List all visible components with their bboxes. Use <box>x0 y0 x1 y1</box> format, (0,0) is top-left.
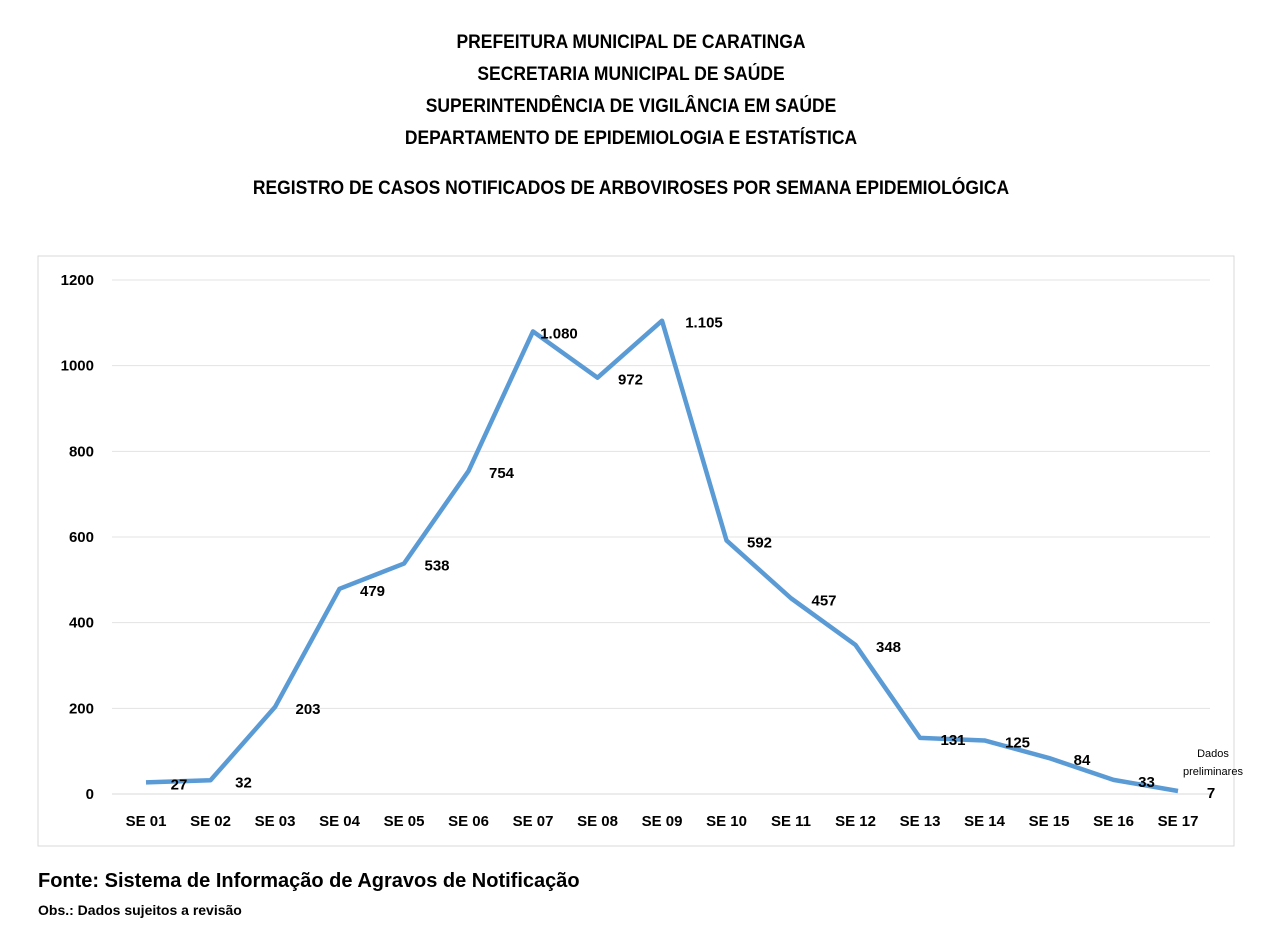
x-tick-label: SE 04 <box>319 813 361 830</box>
x-tick-label: SE 14 <box>964 813 1006 830</box>
data-label: 348 <box>876 639 901 656</box>
data-label: 1.105 <box>685 315 723 332</box>
x-tick-label: SE 03 <box>255 813 296 830</box>
x-tick-label: SE 08 <box>577 813 618 830</box>
header-line-4: DEPARTAMENTO DE EPIDEMIOLOGIA E ESTATÍST… <box>404 128 858 149</box>
data-label: 754 <box>489 465 515 482</box>
annotation-line-1: Dados <box>1197 748 1229 760</box>
header-line-3: SUPERINTENDÊNCIA DE VIGILÂNCIA EM SAÚDE <box>425 96 837 117</box>
data-label: 33 <box>1138 774 1155 791</box>
x-tick-label: SE 01 <box>126 813 167 830</box>
data-label: 84 <box>1074 752 1091 769</box>
x-tick-label: SE 11 <box>771 813 811 830</box>
x-tick-label: SE 16 <box>1093 813 1134 830</box>
x-tick-label: SE 05 <box>384 813 425 830</box>
x-tick-label: SE 15 <box>1029 813 1070 830</box>
y-tick-label: 600 <box>69 529 94 546</box>
data-label: 538 <box>424 558 449 575</box>
data-label: 457 <box>811 592 836 609</box>
y-tick-label: 200 <box>69 700 94 717</box>
data-label: 125 <box>1005 734 1030 751</box>
y-tick-label: 400 <box>69 615 94 632</box>
y-tick-label: 1200 <box>61 272 94 289</box>
y-tick-label: 0 <box>86 786 94 803</box>
y-tick-label: 800 <box>69 443 94 460</box>
y-tick-label: 1000 <box>61 358 94 375</box>
data-label: 203 <box>295 701 320 718</box>
data-label: 479 <box>360 583 385 600</box>
data-label: 131 <box>940 732 965 749</box>
data-label: 32 <box>235 774 252 791</box>
data-label: 1.080 <box>540 325 578 342</box>
x-tick-label: SE 13 <box>900 813 941 830</box>
series-line <box>145 318 1179 794</box>
x-tick-label: SE 09 <box>642 813 683 830</box>
data-label: 972 <box>618 372 643 389</box>
data-label: 27 <box>171 776 188 793</box>
annotation-line-2: preliminares <box>1183 766 1243 778</box>
x-tick-label: SE 12 <box>835 813 876 830</box>
header-line-1: PREFEITURA MUNICIPAL DE CARATINGA <box>456 32 806 53</box>
x-tick-label: SE 02 <box>190 813 231 830</box>
data-label: 592 <box>747 534 772 551</box>
footer-source: Fonte: Sistema de Informação de Agravos … <box>38 870 580 892</box>
chart-title: REGISTRO DE CASOS NOTIFICADOS DE ARBOVIR… <box>252 178 1010 199</box>
x-tick-label: SE 10 <box>706 813 747 830</box>
x-tick-label: SE 06 <box>448 813 489 830</box>
x-tick-label: SE 17 <box>1158 813 1199 830</box>
footer-note: Obs.: Dados sujeitos a revisão <box>38 902 242 918</box>
x-tick-label: SE 07 <box>513 813 554 830</box>
header-line-2: SECRETARIA MUNICIPAL DE SAÚDE <box>477 64 785 85</box>
data-label: 7 <box>1207 785 1215 802</box>
